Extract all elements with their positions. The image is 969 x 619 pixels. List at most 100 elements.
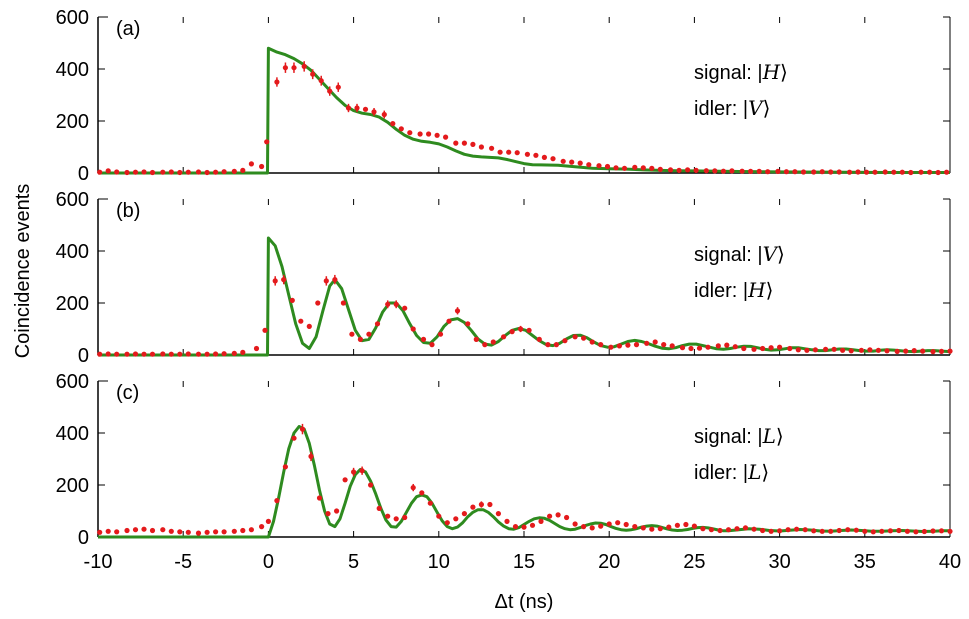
data-point	[393, 301, 399, 307]
x-tick-label: 15	[513, 551, 535, 573]
data-point	[407, 130, 413, 136]
data-point	[420, 336, 427, 342]
data-point	[674, 522, 681, 528]
data-point	[812, 347, 819, 353]
data-point	[177, 529, 183, 535]
legend-signal-state: L	[762, 424, 776, 448]
data-point	[434, 132, 440, 138]
data-point	[272, 278, 278, 284]
data-point	[410, 485, 416, 491]
data-point	[891, 169, 897, 175]
data-point	[649, 165, 655, 171]
data-point	[903, 348, 909, 354]
data-point	[536, 336, 542, 342]
data-point	[514, 150, 520, 156]
data-point	[376, 505, 382, 511]
data-point	[596, 163, 602, 169]
data-point	[332, 277, 338, 283]
x-tick-label: -10	[84, 551, 113, 573]
data-point	[640, 165, 646, 171]
y-tick-label: 600	[56, 371, 89, 393]
data-point	[792, 169, 798, 175]
data-point	[725, 527, 732, 533]
legend-signal: signal: |H⟩	[694, 60, 788, 84]
data-point	[390, 121, 396, 127]
data-point	[679, 345, 686, 351]
data-point	[669, 343, 675, 349]
data-point	[465, 321, 471, 327]
data-point	[734, 526, 740, 532]
data-point	[393, 516, 399, 522]
legend-signal-close: ⟩	[776, 426, 784, 448]
data-point	[132, 527, 139, 533]
y-axis-label: Coincidence events	[12, 184, 34, 359]
data-point	[947, 528, 953, 534]
data-point	[282, 464, 288, 470]
data-point	[362, 106, 369, 112]
data-point	[529, 522, 536, 528]
data-point	[381, 111, 387, 118]
x-tick-label: 25	[683, 551, 705, 573]
data-point	[696, 345, 703, 351]
data-point	[598, 523, 604, 529]
legend-signal-state: V	[763, 242, 780, 266]
y-tick-label: 0	[78, 527, 89, 549]
data-point	[334, 508, 340, 514]
data-point	[768, 528, 774, 534]
data-point	[213, 351, 219, 357]
data-point	[756, 168, 762, 174]
data-point	[867, 347, 873, 353]
data-point	[357, 336, 363, 342]
data-point	[426, 131, 432, 137]
data-point	[366, 331, 372, 337]
data-point	[621, 165, 628, 171]
data-point	[840, 347, 846, 353]
data-point	[581, 524, 587, 530]
data-point	[908, 169, 914, 176]
data-point	[385, 513, 391, 519]
data-point	[836, 169, 842, 175]
data-point	[398, 126, 404, 132]
y-tick-label: 400	[56, 423, 89, 445]
data-point	[920, 348, 926, 354]
data-point	[657, 526, 663, 532]
data-point	[589, 339, 595, 345]
legend-signal: signal: |L⟩	[694, 424, 784, 448]
data-point	[545, 342, 551, 348]
data-point	[289, 297, 295, 303]
data-point	[918, 169, 924, 175]
data-point	[306, 323, 312, 329]
data-point	[316, 495, 323, 501]
data-point	[274, 79, 280, 85]
legend-idler: idler: |V⟩	[694, 96, 770, 120]
data-point	[248, 527, 254, 533]
data-point	[884, 348, 890, 354]
data-point	[685, 167, 691, 173]
data-point	[715, 343, 721, 349]
legend-idler-prefix: idler: |	[694, 280, 748, 302]
data-point	[105, 351, 111, 357]
data-point	[555, 512, 561, 518]
data-point	[478, 144, 484, 150]
data-point	[625, 342, 631, 348]
data-point	[717, 527, 723, 534]
data-point	[846, 169, 853, 175]
data-point	[518, 326, 524, 332]
x-tick-label: 0	[263, 551, 274, 573]
data-point	[231, 168, 237, 174]
data-point	[443, 134, 449, 140]
data-point	[855, 169, 861, 175]
data-point	[264, 139, 270, 145]
data-point	[802, 527, 808, 533]
data-point	[828, 528, 834, 534]
data-point	[795, 347, 801, 353]
y-tick-label: 200	[56, 475, 89, 497]
data-point	[616, 343, 623, 349]
data-point	[204, 351, 210, 357]
data-point	[204, 169, 210, 176]
data-point	[427, 500, 433, 506]
data-point	[310, 71, 316, 77]
legend-idler-prefix: idler: |	[694, 462, 748, 484]
data-point	[930, 528, 936, 534]
